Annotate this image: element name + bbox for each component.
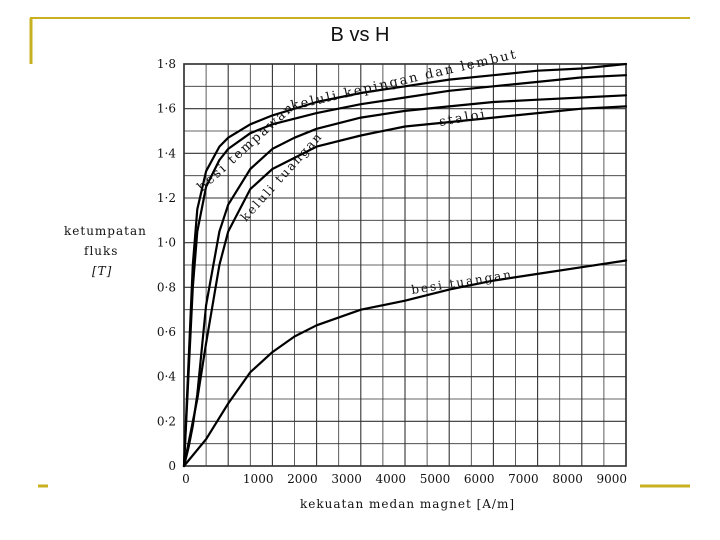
chart-curves: [182, 62, 628, 468]
series-line-0: [182, 62, 628, 468]
curve-label-2: staloi: [438, 107, 488, 130]
x-tick-label: 8000: [552, 472, 583, 486]
x-tick-label: 5000: [420, 472, 451, 486]
y-tick-label: 1·4: [157, 146, 176, 160]
series-line-4: [182, 259, 628, 468]
y-tick-label: 1·6: [157, 102, 176, 116]
chart-grid: [183, 63, 627, 467]
y-tick-label: 0·4: [157, 370, 176, 384]
x-tick-label: 3000: [331, 472, 362, 486]
x-tick-label: 2000: [287, 472, 318, 486]
slide-title: B vs H: [330, 24, 390, 46]
y-axis-label-line-3: [T]: [92, 264, 112, 278]
y-tick-label: 0·6: [157, 325, 176, 339]
series-line-1: [182, 74, 628, 468]
y-tick-label: 1·8: [157, 57, 176, 71]
x-tick-label: 4000: [376, 472, 407, 486]
x-tick-label: 0: [182, 472, 190, 486]
x-tick-label: 6000: [464, 472, 495, 486]
y-axis-label-line-1: ketumpatan: [64, 224, 147, 238]
x-axis-label: kekuatan medan magnet [A/m]: [300, 497, 515, 511]
y-tick-label: 1·0: [157, 236, 176, 250]
x-tick-label: 1000: [243, 472, 274, 486]
curve-label-4: besi tuangan: [410, 267, 514, 297]
y-axis-label-line-2: fluks: [84, 244, 118, 258]
y-tick-label: 0·8: [157, 280, 176, 294]
x-tick-label: 7000: [508, 472, 539, 486]
x-tick-label: 9000: [597, 472, 628, 486]
y-tick-label: 0·2: [157, 414, 176, 428]
y-tick-label: 1·2: [157, 191, 176, 205]
x-axis-ticks: 0 1000 2000 3000 4000 5000 6000 7000 8000 9000: [182, 472, 627, 486]
y-axis-ticks: 0 0·2 0·4 0·6 0·8 1·0 1·2 1·4 1·6 1·8: [157, 57, 176, 473]
y-tick-label: 0: [168, 459, 176, 473]
bh-chart: 0 0·2 0·4 0·6 0·8 1·0 1·2 1·4 1·6 1·8 0 1000 2000 30…: [64, 47, 628, 511]
series-line-3: [182, 105, 628, 468]
